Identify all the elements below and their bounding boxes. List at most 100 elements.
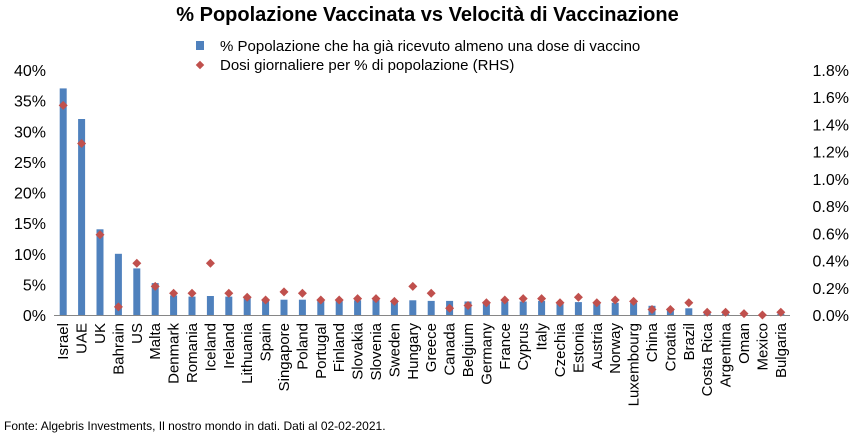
bar [317, 300, 325, 315]
x-tick-label: Finland [331, 323, 348, 372]
dot-marker [610, 295, 620, 305]
dot-marker [426, 288, 436, 298]
y-tick-label-left: 40% [14, 63, 46, 80]
bar [593, 302, 601, 315]
x-tick-label: Portugal [313, 323, 330, 379]
dot-marker [95, 230, 105, 240]
y-tick-label-right: 0.4% [813, 254, 849, 271]
dot-marker [261, 295, 271, 305]
legend-label-dots: Dosi giornaliere per % di popolazione (R… [220, 57, 515, 74]
chart-title: % Popolazione Vaccinata vs Velocità di V… [176, 4, 679, 26]
legend-item-dots: Dosi giornaliere per % di popolazione (R… [195, 57, 515, 75]
dot-marker [224, 288, 234, 298]
x-tick-label: Poland [294, 323, 311, 370]
dot-marker [684, 298, 694, 308]
x-tick-label: France [497, 323, 514, 370]
dot-marker [592, 298, 602, 308]
x-tick-label: Singapore [276, 323, 293, 391]
bar [685, 308, 693, 315]
dot-marker [445, 303, 455, 313]
y-tick-label-right: 1.2% [813, 145, 849, 162]
bar [151, 283, 159, 315]
bar [538, 300, 546, 315]
dot-marker [316, 295, 326, 305]
x-tick-label: UAE [74, 323, 91, 354]
dot-marker [113, 302, 123, 312]
x-tick-label: US [129, 323, 146, 344]
chart-footnote: Fonte: Algebris Investments, Il nostro m… [4, 419, 386, 433]
dot-marker [205, 258, 215, 268]
bar [390, 300, 398, 315]
bar [206, 296, 214, 315]
y-tick-label-right: 0.6% [813, 226, 849, 243]
bar [96, 229, 104, 316]
dot-marker [77, 139, 87, 148]
bar [78, 119, 86, 315]
y-tick-label-right: 1.0% [813, 172, 849, 189]
bar [501, 301, 509, 315]
dot-marker [702, 307, 712, 317]
dot-marker [334, 295, 344, 305]
bar [188, 296, 196, 315]
y-tick-label-right: 1.6% [813, 90, 849, 107]
dot-marker [150, 281, 160, 291]
bar [335, 300, 343, 315]
bar [556, 302, 564, 315]
x-tick-label: China [644, 322, 661, 362]
dot-marker [187, 288, 197, 298]
x-tick-label: Canada [442, 322, 459, 375]
bar [133, 268, 141, 315]
dot-marker [132, 258, 142, 268]
dot-marker [500, 295, 510, 305]
bar [427, 300, 435, 315]
bar [372, 299, 380, 315]
x-tick-label: Ireland [221, 323, 238, 369]
dot-marker [408, 281, 418, 291]
bar [243, 297, 251, 315]
x-tick-label: Greece [423, 323, 440, 372]
bar [630, 302, 638, 316]
x-tick-label: Iceland [202, 323, 219, 371]
bar [280, 299, 288, 315]
x-tick-label: Cyprus [515, 323, 532, 371]
dot-marker [463, 300, 473, 310]
x-tick-label: Norway [607, 323, 624, 374]
bar [482, 301, 490, 315]
x-tick-label: Brazil [681, 323, 698, 361]
y-tick-label-left: 35% [14, 94, 46, 111]
dot-marker [297, 288, 307, 298]
y-tick-label-right: 0.2% [813, 281, 849, 298]
dot-marker [58, 100, 68, 110]
y-tick-label-left: 0% [23, 308, 46, 325]
bar [519, 301, 527, 315]
dot-marker [371, 294, 381, 304]
dot-marker [279, 287, 289, 297]
x-tick-label: Estonia [570, 322, 587, 373]
bar [170, 295, 178, 315]
x-tick-label: Austria [589, 322, 606, 369]
dot-marker [665, 305, 675, 315]
y-tick-label-left: 10% [14, 247, 46, 264]
x-tick-label: Malta [147, 322, 164, 359]
x-tick-label: Argentina [718, 322, 735, 387]
dot-marker [518, 294, 528, 304]
legend-bar-swatch [196, 41, 204, 50]
y-tick-label-left: 25% [14, 155, 46, 172]
x-tick-label: Israel [55, 323, 72, 360]
dot-marker [739, 309, 749, 319]
dot-marker [242, 292, 252, 302]
bar [114, 253, 122, 316]
x-tick-label: Italy [534, 323, 551, 351]
x-tick-label: Germany [478, 323, 495, 385]
y-tick-label-left: 15% [14, 216, 46, 233]
y-tick-label-right: 1.8% [813, 63, 849, 80]
bar [611, 302, 619, 316]
bar [574, 302, 582, 315]
x-tick-label: Sweden [386, 323, 403, 377]
y-tick-label-left: 30% [14, 124, 46, 141]
x-tick-label: Costa Rica [699, 322, 716, 396]
x-tick-label: Oman [736, 323, 753, 364]
y-tick-label-right: 1.4% [813, 117, 849, 134]
y-tick-label-right: 0.0% [813, 308, 849, 325]
dot-marker [776, 307, 786, 317]
